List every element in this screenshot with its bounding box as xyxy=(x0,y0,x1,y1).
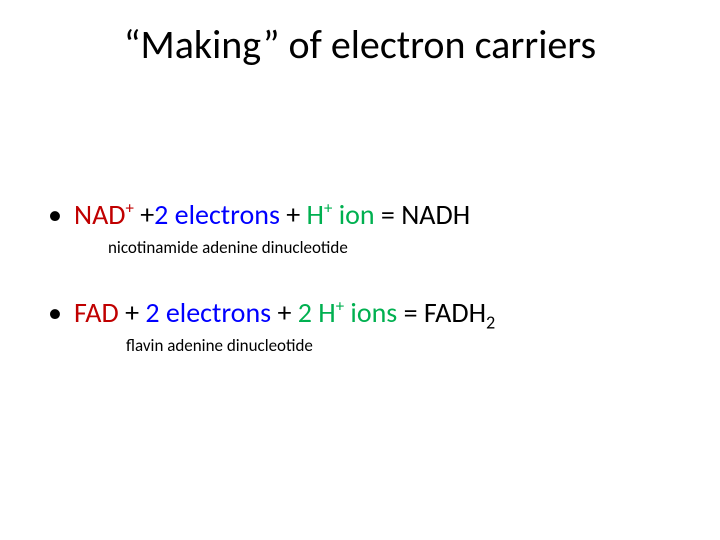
bullet-item: • NAD+ +2 electrons + H+ ion = NADH xyxy=(48,195,678,235)
bullet-marker: • xyxy=(48,195,74,235)
two-electrons-text: 2 electrons xyxy=(145,295,271,330)
bullet-marker: • xyxy=(48,293,74,333)
two-h-ions-text: 2 H xyxy=(298,295,336,330)
plus-text: + xyxy=(280,197,307,232)
ion-text: ion xyxy=(332,197,374,232)
slide-title: “Making” of electron carriers xyxy=(0,20,720,69)
nad-text: NAD xyxy=(74,197,126,232)
equals-result-text: = FADH xyxy=(397,295,486,330)
bullet-item: • FAD + 2 electrons + 2 H+ ions = FADH2 xyxy=(48,293,678,333)
equals-result-text: = NADH xyxy=(375,197,471,232)
fadh-subscript: 2 xyxy=(486,312,495,334)
ions-text: ions xyxy=(344,295,397,330)
two-electrons-text: 2 electrons xyxy=(154,197,280,232)
plus-text: + xyxy=(271,295,298,330)
bullet-subnote: nicotinamide adenine dinucleotide xyxy=(108,237,678,259)
plus-text: + xyxy=(134,197,154,232)
h-superscript: + xyxy=(336,296,344,317)
bullet-text: FAD + 2 electrons + 2 H+ ions = FADH2 xyxy=(74,293,495,333)
slide: “Making” of electron carriers • NAD+ +2 … xyxy=(0,0,720,540)
slide-body: • NAD+ +2 electrons + H+ ion = NADH nico… xyxy=(48,195,678,357)
fad-text: FAD xyxy=(74,295,119,330)
bullet-subnote: flavin adenine dinucleotide xyxy=(126,335,678,357)
plus-text: + xyxy=(119,295,146,330)
h-ion-text: H xyxy=(307,197,324,232)
bullet-text: NAD+ +2 electrons + H+ ion = NADH xyxy=(74,195,470,235)
nad-superscript: + xyxy=(126,198,134,219)
